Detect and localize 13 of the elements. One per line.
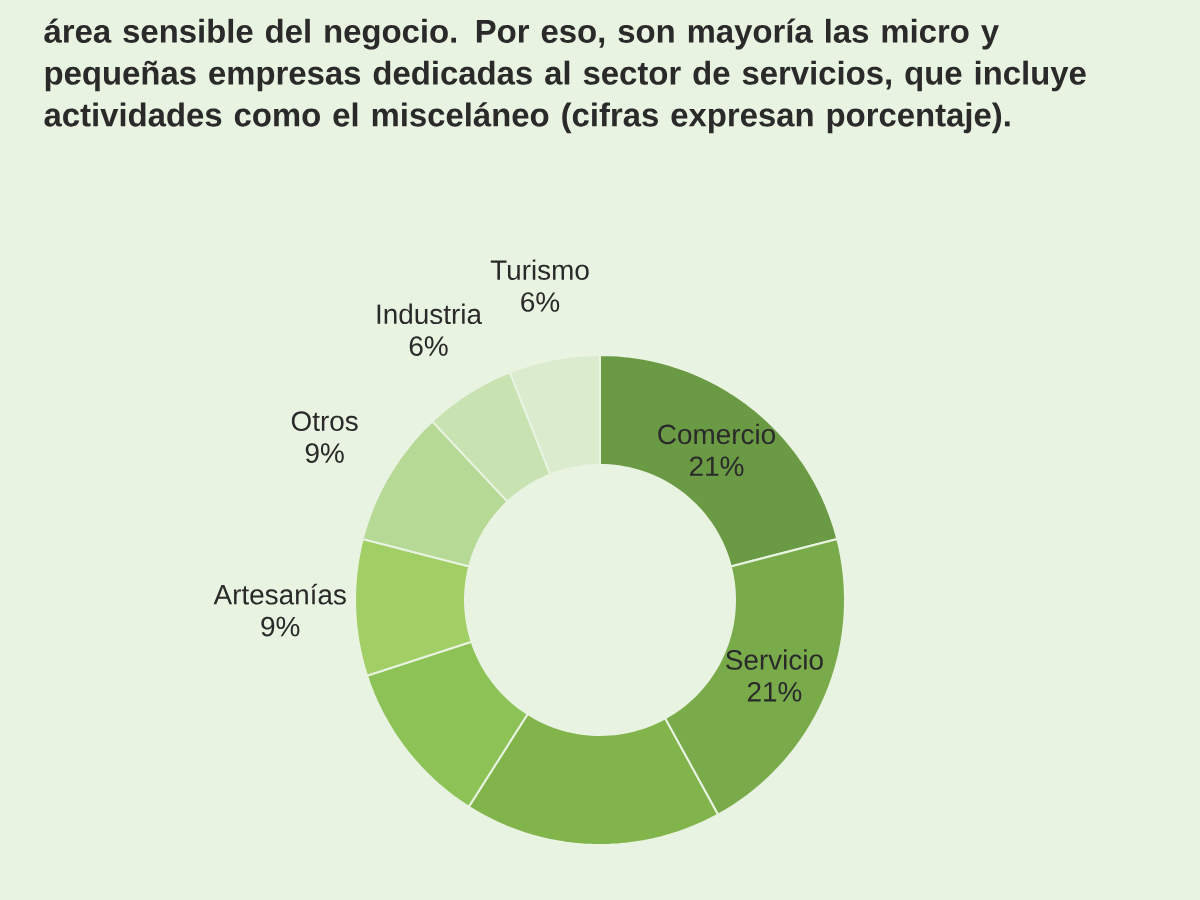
data-label: 21% (690, 456, 744, 477)
slice-label: Servicio (726, 649, 823, 670)
slice-label: Comercio (658, 423, 775, 445)
data-label: 9% (305, 443, 344, 463)
data-label: 21% (747, 681, 802, 702)
chart-subtitle: área sensible del negocio. Por eso, son mayoría las micro y pequeñas empresas dedicadas al sector de servicios, que incluye actividades como el misceláneo (cifras expresan porcentaje). (44, 18, 1086, 134)
slice-label: Artesanías (213, 583, 346, 605)
slice-label: Turismo (490, 259, 589, 280)
slice-label: Industria (377, 303, 482, 325)
slice-label: Otros (291, 411, 358, 432)
data-label: 6% (521, 292, 560, 312)
data-label: 9% (261, 616, 300, 637)
data-label: 6% (409, 336, 448, 356)
